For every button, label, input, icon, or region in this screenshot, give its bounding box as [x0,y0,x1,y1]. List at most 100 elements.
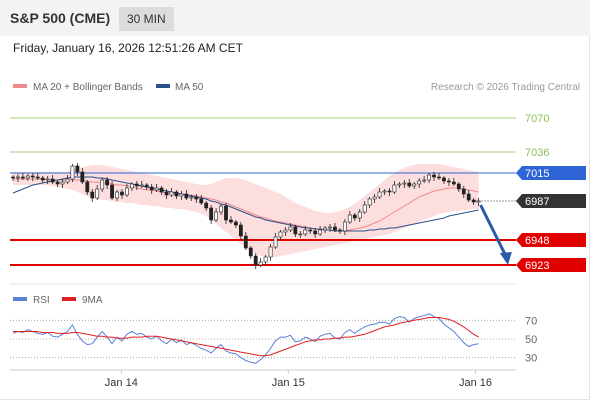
legend-label-ma50: MA 50 [175,82,204,93]
candle-body [164,191,169,196]
candle-body [169,191,174,196]
candle-body [387,190,392,193]
candle-body [263,256,268,263]
timestamp: Friday, January 16, 2026 12:51:26 AM CET [13,41,243,55]
projection-arrow-shaft [479,204,508,257]
candle-body [278,231,283,238]
candle-body [258,261,263,266]
candle-body [194,196,199,200]
legend-label-rsi: RSI [33,295,50,306]
candle-body [149,186,154,191]
candle-body [293,226,298,235]
candle-body [90,191,95,199]
copyright-text: Research © 2026 Trading Central [431,82,580,93]
candle-body [466,193,471,201]
rsi-tick-label-30: 30 [525,353,537,365]
candle-body [471,199,476,203]
candle-body [174,191,179,197]
candle-body [199,198,204,204]
candle-body [234,221,238,226]
candle-body [50,178,55,183]
candle-body [110,184,114,199]
candle-body [80,171,85,183]
candle-body [154,187,159,191]
candle-body [298,233,303,236]
rsi-tick-label-70: 70 [525,315,537,327]
candle-body [214,211,218,221]
ma50-line [12,176,479,232]
candle-body [209,207,214,221]
level-lines [10,117,516,266]
rsi-panel: 70 50 30 [10,313,537,365]
level-tag-6923 [516,258,586,272]
level-tag-label-7015: 7015 [525,168,549,180]
projection-arrow-head [499,252,512,265]
x-tick-label: Jan 14 [105,377,138,389]
projection [479,204,512,265]
candle-body [16,176,20,179]
candle-body [407,182,412,187]
candle-body [134,183,139,187]
interval-button[interactable]: 30 MIN [119,7,174,31]
legend-swatch-ma50 [156,84,170,88]
candle-body [253,255,258,266]
candle-body [308,229,313,232]
candle-body [219,205,223,213]
rsi-tick-label-50: 50 [525,334,537,346]
candle-body [85,181,90,193]
candle-body [11,176,15,179]
candle-body [377,191,382,198]
x-tick-label: Jan 16 [459,377,492,389]
candle-body [25,175,30,179]
candle-body [447,180,451,183]
candle-body [372,196,377,200]
ma20-line [13,178,479,232]
candle-body [229,219,233,223]
legend-label-9ma: 9MA [82,295,103,306]
instrument-title: S&P 500 (CME) [10,10,111,26]
candle-body [248,247,253,257]
candle-body [243,235,248,249]
candle-body [105,179,110,186]
legend-swatch-ma20 [13,84,27,88]
candle-body [318,229,323,235]
candle-body [422,179,427,182]
candle-body [352,214,357,219]
candles [11,163,481,269]
candle-body [382,190,387,193]
candle-body [476,200,481,203]
candle-body [115,191,119,199]
rsi-legend: RSI 9MA [13,295,103,306]
level-tags: 7070 7036 7015 6987 6948 6923 [516,113,586,272]
candle-body [159,187,164,193]
candle-body [189,196,194,199]
x-axis: Jan 14 Jan 15 Jan 16 [10,369,516,389]
candle-body [442,177,446,182]
level-label-7036: 7036 [525,147,549,159]
candle-body [412,183,417,187]
candle-body [347,214,352,223]
candle-body [144,184,149,188]
level-tag-label-6987: 6987 [525,196,549,208]
level-tag-7015 [516,166,586,180]
candle-body [432,174,436,178]
candle-body [323,227,327,231]
candle-body [30,175,35,178]
candle-body [328,226,332,229]
candle-body [451,181,456,185]
moving-averages [12,176,479,232]
candle-body [65,178,70,183]
candle-body [288,226,293,231]
level-tag-label-6948: 6948 [525,235,549,247]
candle-body [367,198,372,206]
candle-body [139,184,144,187]
candle-body [60,181,65,185]
candle-body [40,177,45,181]
candle-body [204,202,209,209]
candle-body [179,193,184,197]
candle-body [333,226,337,231]
candle-body [125,187,129,196]
candle-body [129,183,134,189]
candle-body [402,182,407,185]
